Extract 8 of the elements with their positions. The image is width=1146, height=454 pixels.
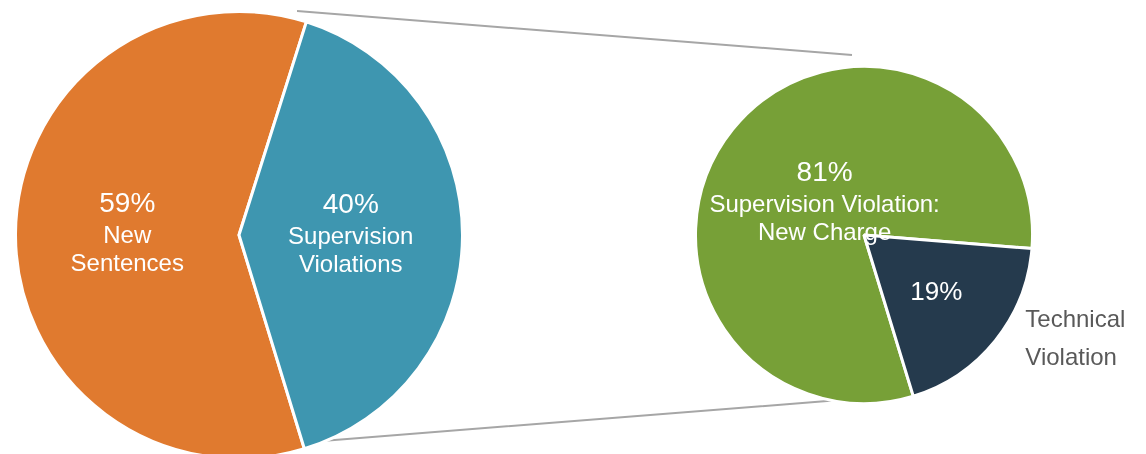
data-label: 81%	[796, 156, 853, 188]
slice-label: Supervision Violation: New Charge	[709, 189, 940, 245]
data-label: 59%	[99, 187, 156, 219]
slice-label: Supervision Violations	[288, 222, 414, 278]
data-label: 40%	[322, 188, 379, 220]
slice-label: New Sentences	[70, 221, 184, 277]
slice-label: Technical Violation	[1025, 305, 1126, 371]
data-label: 19%	[910, 276, 963, 307]
